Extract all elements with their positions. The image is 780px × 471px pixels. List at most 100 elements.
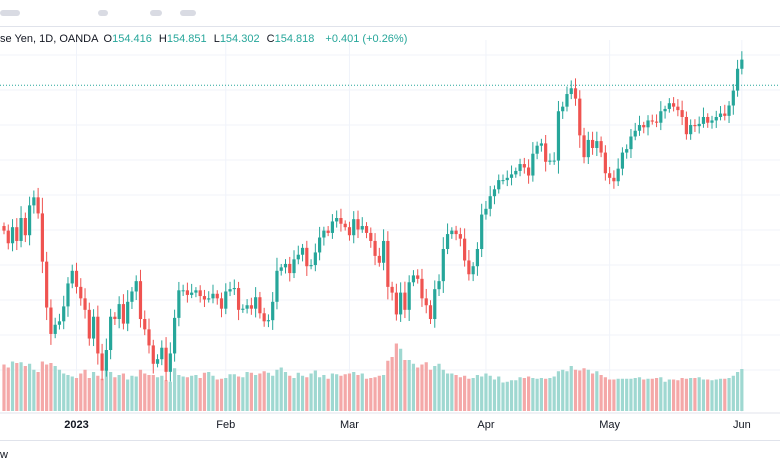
volume-bar — [117, 375, 121, 411]
volume-bar — [633, 378, 637, 411]
candle-down — [403, 292, 407, 310]
candle-up — [659, 111, 663, 123]
volume-bar — [66, 375, 70, 411]
volume-bar — [15, 363, 19, 411]
volume-bar — [143, 373, 147, 411]
candle-up — [697, 123, 701, 127]
volume-bar — [539, 378, 543, 411]
volume-bar — [23, 366, 27, 411]
x-tick-label: Apr — [477, 419, 494, 431]
candle-up — [296, 254, 300, 260]
volume-bar — [501, 382, 505, 411]
candle-up — [335, 218, 339, 222]
candle-down — [356, 219, 360, 230]
candle-down — [573, 88, 578, 99]
volume-bar — [450, 373, 454, 411]
candle-down — [544, 143, 548, 162]
volume-bar — [296, 372, 300, 411]
candle-down — [526, 167, 531, 176]
volume-bar — [207, 372, 211, 411]
candle-down — [599, 141, 603, 153]
volume-bar — [492, 379, 497, 411]
volume-bar — [599, 375, 603, 411]
volume-bar — [723, 378, 727, 411]
candle-up — [441, 248, 445, 282]
volume-bar — [488, 375, 492, 411]
candle-up — [177, 290, 181, 318]
candle-up — [445, 234, 450, 249]
volume-bar — [552, 376, 556, 411]
volume-bar — [279, 367, 283, 411]
candle-up — [232, 288, 236, 290]
candle-down — [377, 255, 381, 263]
volume-bar — [369, 378, 373, 411]
volume-bar — [70, 376, 74, 411]
volume-bar — [126, 379, 130, 411]
candle-down — [522, 164, 526, 168]
candle-up — [492, 189, 497, 197]
candle-up — [173, 317, 177, 354]
volume-bar — [45, 364, 49, 411]
volume-bar — [672, 379, 676, 411]
candle-down — [467, 260, 471, 275]
candle-down — [49, 307, 53, 334]
chart-grid — [0, 40, 780, 412]
candle-down — [654, 121, 659, 123]
volume-bar — [650, 378, 654, 411]
volume-bar — [390, 357, 394, 411]
candle-up — [616, 168, 620, 182]
candle-up — [322, 230, 326, 238]
candle-up — [309, 265, 313, 267]
volume-bar — [727, 378, 731, 411]
candle-down — [2, 226, 6, 231]
candle-down — [151, 345, 155, 364]
low-label: L — [213, 33, 220, 45]
candle-down — [680, 110, 684, 117]
volume-bar — [40, 361, 44, 411]
volume-bar — [249, 372, 253, 411]
x-tick-label: May — [599, 419, 620, 431]
volume-bar — [561, 369, 565, 411]
candle-down — [236, 288, 241, 310]
candle-down — [706, 116, 710, 123]
volume-bar — [79, 373, 83, 411]
volume-bar — [202, 372, 207, 411]
candle-up — [586, 139, 590, 158]
candle-down — [612, 177, 616, 182]
volume-bar — [706, 379, 710, 411]
volume-bar — [693, 378, 697, 411]
volume-bar — [659, 377, 663, 411]
candle-down — [454, 230, 458, 235]
candle-up — [714, 116, 718, 121]
toolbar-text-fragment — [0, 10, 20, 16]
candle-up — [552, 160, 556, 162]
candle-up — [433, 289, 437, 320]
candle-up — [271, 301, 275, 321]
price-chart[interactable]: 2023 Feb Mar Apr May Jun — [0, 0, 780, 440]
volume-bar — [680, 378, 684, 411]
candle-up — [667, 103, 671, 109]
volume-bar — [620, 378, 625, 411]
volume-bar — [356, 375, 360, 411]
volume-bar — [228, 374, 232, 411]
candle-up — [53, 324, 57, 334]
candle-up — [104, 350, 108, 371]
volume-bar — [608, 379, 612, 411]
volume-bar — [590, 373, 595, 411]
volume-bar — [288, 375, 292, 411]
candle-up — [561, 106, 565, 112]
candle-up — [450, 230, 454, 235]
candle-up — [471, 266, 475, 275]
candle-down — [394, 292, 398, 315]
footer-text[interactable]: w — [0, 449, 8, 461]
volume-bar — [83, 369, 87, 411]
volume-bar — [96, 375, 100, 411]
candle-down — [364, 226, 369, 233]
volume-bar — [399, 348, 403, 411]
volume-bar — [518, 377, 522, 411]
candle-up — [275, 270, 279, 302]
candle-up — [535, 145, 539, 154]
symbol-label[interactable]: se Yen, 1D, OANDA — [0, 33, 99, 45]
candle-up — [318, 237, 322, 253]
candle-up — [475, 248, 480, 267]
